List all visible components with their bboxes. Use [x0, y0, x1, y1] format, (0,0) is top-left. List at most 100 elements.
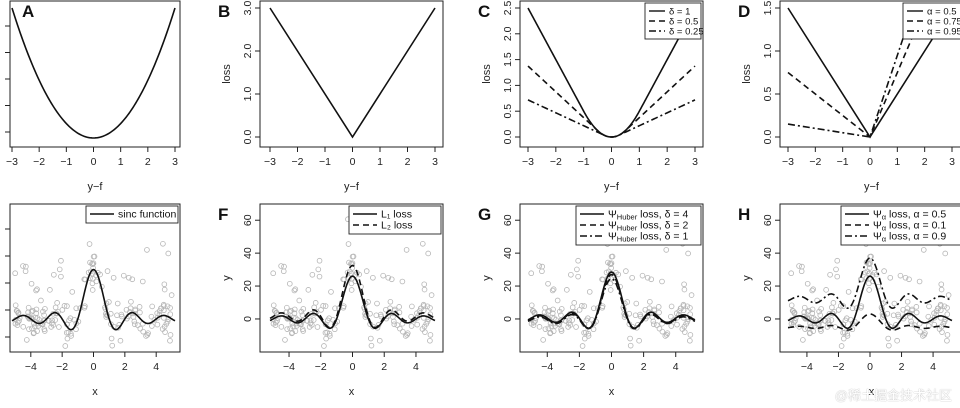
data-point	[387, 299, 394, 305]
data-point	[871, 269, 878, 276]
data-point	[391, 321, 398, 328]
data-point	[149, 303, 155, 310]
x-axis-ticks: −3 −2 −1 0 1 2 3	[522, 147, 698, 168]
data-point	[93, 278, 100, 285]
data-point	[331, 326, 338, 333]
y-tick-label: 20	[502, 280, 514, 292]
data-point	[128, 299, 134, 305]
x-tick-label: 1	[636, 156, 642, 168]
data-point	[322, 329, 329, 336]
data-point	[920, 247, 927, 253]
data-point	[388, 276, 395, 283]
data-point	[390, 314, 396, 320]
data-point	[34, 315, 41, 321]
y-tick-label: 20	[762, 280, 774, 292]
data-point	[284, 326, 290, 332]
legend-label: sinc function	[118, 209, 177, 221]
plot-frame	[259, 203, 444, 353]
x-tick-label: 0	[609, 156, 615, 168]
data-point	[62, 343, 69, 349]
data-point	[897, 272, 904, 279]
data-point	[316, 273, 323, 280]
data-point	[20, 263, 26, 269]
data-point	[564, 287, 570, 293]
x-axis-title: y−f	[864, 181, 880, 193]
data-point	[326, 315, 332, 321]
data-point	[126, 274, 132, 281]
data-point	[550, 328, 557, 334]
data-point	[34, 286, 40, 293]
data-point	[368, 335, 374, 342]
data-point	[600, 276, 606, 283]
data-point	[887, 274, 894, 281]
data-point	[348, 287, 355, 293]
data-point	[944, 332, 951, 338]
data-point	[684, 303, 691, 310]
data-point	[167, 332, 174, 338]
data-point	[144, 332, 151, 338]
data-point	[404, 332, 410, 338]
x-axis-title: x	[869, 386, 875, 398]
series-line	[787, 313, 953, 331]
data-point	[817, 326, 824, 333]
data-point	[86, 241, 93, 247]
y-axis-ticks	[5, 25, 10, 133]
data-point	[346, 268, 353, 275]
data-point	[558, 326, 564, 333]
data-point	[832, 324, 838, 330]
data-point	[835, 307, 842, 313]
x-axis-ticks: −4 −2 0 2 4	[25, 352, 159, 373]
data-point	[576, 307, 583, 313]
y-axis-ticks: 0 20 40 60	[502, 214, 520, 322]
x-tick-label: 0	[867, 156, 873, 168]
data-point	[28, 308, 35, 315]
y-axis-ticks: 0 20 40 60	[242, 214, 260, 322]
x-tick-label: −4	[801, 361, 813, 373]
data-point	[292, 286, 299, 293]
series-line	[527, 65, 696, 138]
data-point	[167, 311, 174, 318]
legend-box	[348, 205, 442, 235]
legend: sinc function	[85, 205, 179, 224]
data-point	[939, 329, 945, 335]
x-tick-label: 2	[664, 156, 670, 168]
data-point	[687, 332, 694, 338]
data-point	[913, 309, 920, 316]
y-tick-label: 20	[242, 280, 254, 292]
data-point	[161, 281, 168, 288]
data-point	[164, 303, 171, 310]
data-point	[321, 343, 327, 349]
data-point	[26, 315, 33, 321]
data-point	[139, 278, 146, 285]
x-tick-label: −3	[6, 156, 18, 168]
data-point	[931, 310, 937, 317]
plot-frame	[259, 0, 444, 148]
data-point	[427, 337, 433, 344]
x-tick-label: 4	[413, 361, 419, 373]
data-point	[802, 326, 808, 332]
data-point	[41, 312, 47, 318]
plot-frame	[779, 203, 960, 353]
data-point	[678, 305, 684, 312]
data-point	[944, 311, 951, 318]
data-point	[838, 343, 845, 349]
data-point	[574, 266, 580, 273]
data-point	[299, 312, 306, 318]
y-tick-label: 1.5	[762, 1, 774, 16]
x-axis-ticks: −4 −2 0 2 4	[283, 352, 419, 373]
x-tick-label: 3	[172, 156, 178, 168]
data-point	[327, 333, 333, 339]
x-tick-label: 2	[922, 156, 928, 168]
data-point	[849, 305, 856, 312]
data-point	[663, 247, 670, 253]
data-point	[280, 268, 287, 275]
data-point	[539, 268, 545, 275]
data-point	[13, 307, 20, 314]
data-point	[114, 300, 121, 307]
data-point	[866, 261, 873, 267]
y-tick-label: 1.0	[242, 87, 254, 102]
data-point	[571, 300, 578, 306]
data-point	[688, 292, 695, 298]
